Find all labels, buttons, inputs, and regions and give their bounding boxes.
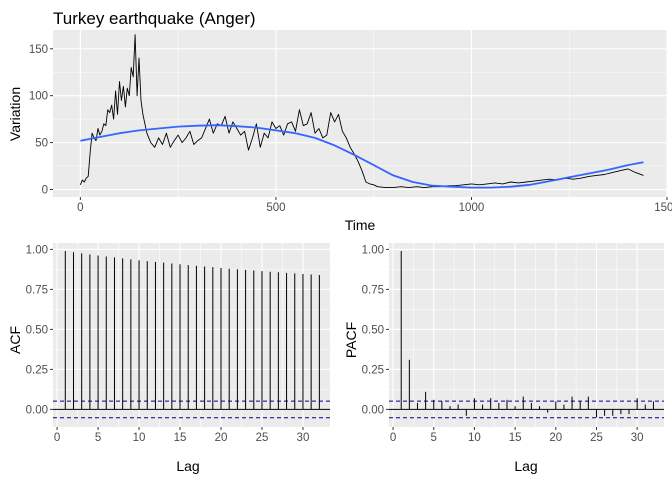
pacf-panel: 0 5 10 15 20 25 30 0.00 0.25 0.50 0.75 1.00 [362,243,664,444]
ts-plot-background [53,30,667,197]
acf-y-axis-title: ACF [7,326,23,354]
pacf-y-tick-label: 1.00 [362,244,384,256]
pacf-x-tick-label: 25 [590,432,603,444]
pacf-y-tick-label: 0.00 [362,404,384,416]
pacf-x-tick-label: 0 [390,432,396,444]
ts-x-axis-title: Time [345,217,376,233]
pacf-x-axis-title: Lag [514,458,537,474]
pacf-y-axis-title: PACF [343,322,359,358]
acf-y-tick-label: 1.00 [26,244,48,256]
pacf-x-tick-label: 20 [549,432,562,444]
ts-y-axis-title: Variation [7,87,23,141]
pacf-x-tick-label: 10 [468,432,481,444]
acf-x-tick-label: 20 [215,432,228,444]
acf-panel: 0 5 10 15 20 25 30 0.00 0.25 0.50 0.75 1.00 [26,243,330,444]
acf-x-tick-label: 10 [133,432,146,444]
pacf-x-tick-label: 15 [509,432,522,444]
ts-smooth-line [80,124,644,189]
acf-x-tick-label: 30 [297,432,310,444]
acf-x-tick-label: 25 [256,432,269,444]
ts-y-tick-label: 50 [35,138,48,150]
acf-y-tick-label: 0.25 [26,364,48,376]
acf-y-tick-label: 0.50 [26,324,48,336]
ts-series-line [79,34,644,189]
pacf-y-tick-label: 0.75 [362,284,384,296]
acf-y-tick-label: 0.75 [26,284,48,296]
ts-x-tick-label: 1000 [459,202,485,214]
acf-plot-background [53,243,330,427]
chart-title: Turkey earthquake (Anger) [53,9,256,28]
pacf-plot-background [389,243,664,427]
acf-x-tick-label: 5 [95,432,101,444]
acf-x-tick-label: 0 [54,432,60,444]
ts-x-tick-label: 500 [266,202,285,214]
pacf-y-tick-label: 0.25 [362,364,384,376]
acf-x-axis-title: Lag [176,458,199,474]
ts-y-tick-label: 150 [29,44,48,56]
acf-y-tick-label: 0.00 [26,404,48,416]
pacf-x-tick-label: 5 [431,432,437,444]
ts-y-tick-label: 0 [42,184,48,196]
pacf-y-tick-label: 0.50 [362,324,384,336]
acf-x-tick-label: 15 [174,432,187,444]
pacf-x-tick-label: 30 [631,432,644,444]
ts-x-tick-label: 0 [77,202,83,214]
ts-y-tick-label: 100 [29,91,48,103]
